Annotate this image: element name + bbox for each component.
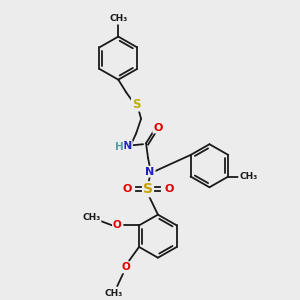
- Text: CH₃: CH₃: [104, 290, 122, 298]
- Text: H: H: [115, 142, 124, 152]
- Text: CH₃: CH₃: [109, 14, 128, 23]
- Text: O: O: [122, 262, 130, 272]
- Text: N: N: [123, 141, 132, 151]
- Text: CH₃: CH₃: [239, 172, 257, 181]
- Text: O: O: [122, 184, 132, 194]
- Text: O: O: [164, 184, 173, 194]
- Text: CH₃: CH₃: [82, 213, 100, 222]
- Text: N: N: [146, 167, 154, 177]
- Text: S: S: [143, 182, 153, 196]
- Text: O: O: [113, 220, 122, 230]
- Text: S: S: [132, 98, 140, 111]
- Text: O: O: [153, 123, 163, 133]
